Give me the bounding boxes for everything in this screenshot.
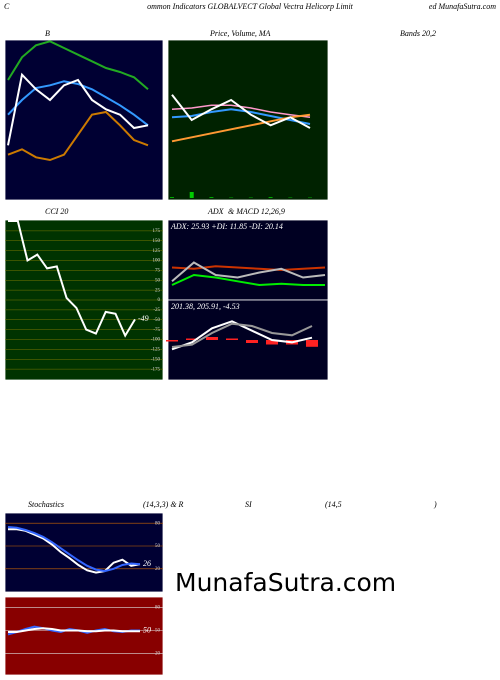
volume-bar <box>189 192 194 198</box>
histogram-bar <box>166 340 178 342</box>
histogram-bar <box>206 337 218 340</box>
panel-title: ADX <box>207 207 225 216</box>
y-tick-label: -75 <box>153 328 160 333</box>
histogram-bar <box>246 340 258 343</box>
indicator-values: 201.38, 205.91, -4.53 <box>171 302 240 311</box>
indicator-line <box>8 627 140 633</box>
y-tick-label: 50 <box>155 278 161 283</box>
y-tick-label: 20 <box>155 567 161 572</box>
indicator-line <box>171 94 311 129</box>
y-tick-label: 150 <box>153 239 161 244</box>
indicator-line <box>171 273 325 287</box>
panel <box>167 219 329 301</box>
header-right: ed MunafaSutra.com <box>429 2 496 11</box>
y-tick-label: 125 <box>153 249 161 254</box>
y-tick-label: 80 <box>155 521 161 526</box>
panel-title: ) <box>433 500 437 509</box>
y-tick-label: -125 <box>151 348 161 353</box>
header-center: ommon Indicators GLOBALVECT Global Vectr… <box>147 2 354 11</box>
panel-title: CCI 20 <box>45 207 68 216</box>
y-tick-label: 80 <box>155 606 161 611</box>
watermark: MunafaSutra.com <box>175 568 396 597</box>
y-tick-label: -150 <box>151 357 161 362</box>
indicator-line <box>7 110 149 162</box>
histogram-bar <box>266 340 278 345</box>
volume-bar <box>209 197 214 198</box>
indicator-line <box>171 320 313 351</box>
y-tick-label: 50 <box>155 544 161 549</box>
panel-title: & MACD 12,26,9 <box>228 207 285 216</box>
value-label: 26 <box>143 559 151 568</box>
y-tick-label: 175 <box>153 229 161 234</box>
histogram-bar <box>186 338 198 340</box>
panel <box>167 39 329 201</box>
header-left: C <box>4 2 10 11</box>
panel-title: Stochastics <box>28 500 64 509</box>
y-tick-label: 0 <box>158 298 161 303</box>
panel-title: Price, Volume, MA <box>209 29 271 38</box>
histogram-bar <box>226 338 238 340</box>
indicator-line <box>171 322 313 348</box>
y-tick-label: 25 <box>155 288 161 293</box>
y-tick-label: 50 <box>155 629 161 634</box>
panel-title: (14,3,3) & R <box>143 500 184 509</box>
indicator-values: ADX: 25.93 +DI: 11.85 -DI: 20.14 <box>170 222 283 231</box>
value-label: 50 <box>143 625 151 634</box>
y-tick-label: -25 <box>153 308 160 313</box>
y-tick-label: 20 <box>155 652 161 657</box>
histogram-bar <box>306 340 318 347</box>
y-tick-label: 75 <box>155 269 161 274</box>
indicator-line <box>171 265 326 272</box>
panel-title: Bands 20,2 <box>400 29 436 38</box>
panel <box>4 596 164 676</box>
indicator-line <box>7 40 149 91</box>
volume-bar <box>170 197 174 198</box>
y-tick-label: -50 <box>153 318 160 323</box>
indicator-line <box>7 80 149 127</box>
panel <box>4 512 164 593</box>
panel-title: (14,5 <box>325 500 342 509</box>
indicator-line <box>8 220 136 338</box>
panel-title: SI <box>245 500 252 509</box>
indicator-line <box>7 72 149 146</box>
panel <box>4 39 164 201</box>
indicator-line <box>7 526 141 573</box>
y-tick-label: 100 <box>153 259 161 264</box>
volume-bar <box>268 197 273 198</box>
panel-title: B <box>45 29 50 38</box>
indicator-line <box>8 528 141 574</box>
indicator-line <box>171 261 326 283</box>
y-tick-label: -175 <box>151 367 161 372</box>
value-label: -49 <box>138 314 149 323</box>
y-tick-label: -100 <box>151 338 161 343</box>
